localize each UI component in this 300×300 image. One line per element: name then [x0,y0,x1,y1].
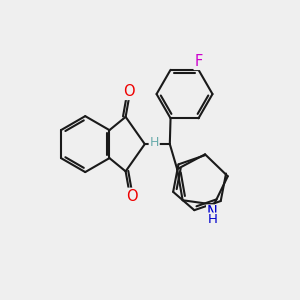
Text: F: F [194,54,202,69]
Text: N: N [207,206,218,220]
Text: H: H [149,136,159,149]
Text: H: H [208,213,218,226]
Text: O: O [126,189,137,204]
Text: O: O [123,84,134,99]
